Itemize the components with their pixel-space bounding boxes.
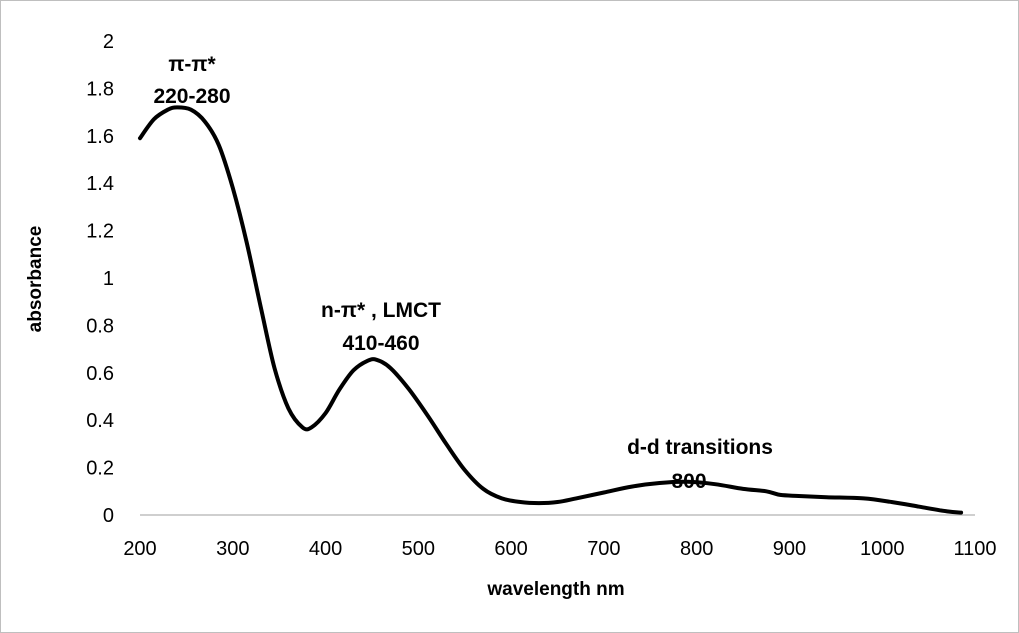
- x-axis-tick-labels: 200 300 400 500 600 700 800 900 1000 1100: [123, 538, 996, 560]
- x-tick-label: 400: [309, 538, 342, 560]
- annotation-n-pi-star-range: 410-460: [342, 332, 419, 355]
- y-tick-label: 0.2: [86, 458, 114, 480]
- y-tick-label: 0.8: [86, 315, 114, 337]
- x-tick-label: 900: [773, 538, 806, 560]
- y-tick-label: 1: [103, 268, 114, 290]
- x-axis-title: wavelength nm: [486, 579, 624, 600]
- y-tick-label: 0: [103, 505, 114, 527]
- y-axis-tick-labels: 0 0.2 0.4 0.6 0.8 1 1.2 1.4 1.6 1.8 2: [86, 31, 114, 527]
- x-tick-label: 600: [494, 538, 527, 560]
- x-tick-label: 500: [402, 538, 435, 560]
- y-tick-label: 1.4: [86, 173, 114, 195]
- y-tick-label: 0.4: [86, 410, 114, 432]
- annotation-d-d-label: d-d transitions: [627, 436, 773, 459]
- annotation-pi-pi-star-label: π-π*: [168, 53, 216, 76]
- annotation-d-d-range: 800: [671, 470, 706, 493]
- y-tick-label: 0.6: [86, 363, 114, 385]
- y-tick-label: 1.2: [86, 221, 114, 243]
- y-tick-label: 1.8: [86, 78, 114, 100]
- x-tick-label: 1000: [860, 538, 905, 560]
- x-tick-label: 700: [587, 538, 620, 560]
- y-axis-title: absorbance: [25, 226, 46, 333]
- y-tick-label: 2: [103, 31, 114, 53]
- x-tick-label: 1100: [953, 538, 996, 560]
- annotation-n-pi-star-label: n-π* , LMCT: [321, 299, 441, 322]
- x-tick-label: 200: [123, 538, 156, 560]
- x-tick-label: 300: [216, 538, 249, 560]
- absorbance-curve: [138, 105, 964, 515]
- y-tick-label: 1.6: [86, 126, 114, 148]
- annotation-pi-pi-star-range: 220-280: [153, 85, 230, 108]
- x-tick-label: 800: [680, 538, 713, 560]
